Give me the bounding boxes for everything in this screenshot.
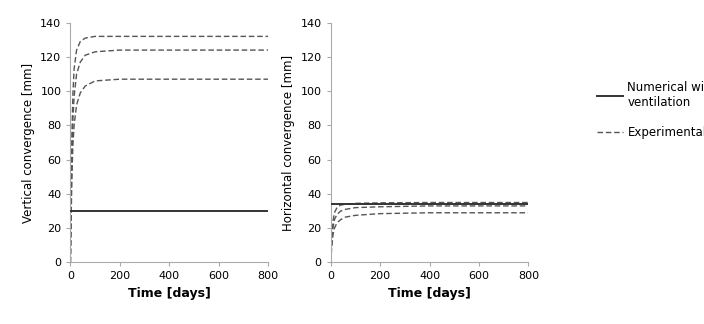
X-axis label: Time [days]: Time [days] [388, 287, 471, 300]
Y-axis label: Horizontal convergence [mm]: Horizontal convergence [mm] [282, 54, 295, 231]
Legend: Numerical with
ventilation, Experimental: Numerical with ventilation, Experimental [592, 76, 704, 144]
Y-axis label: Vertical convergence [mm]: Vertical convergence [mm] [22, 63, 34, 223]
X-axis label: Time [days]: Time [days] [128, 287, 210, 300]
